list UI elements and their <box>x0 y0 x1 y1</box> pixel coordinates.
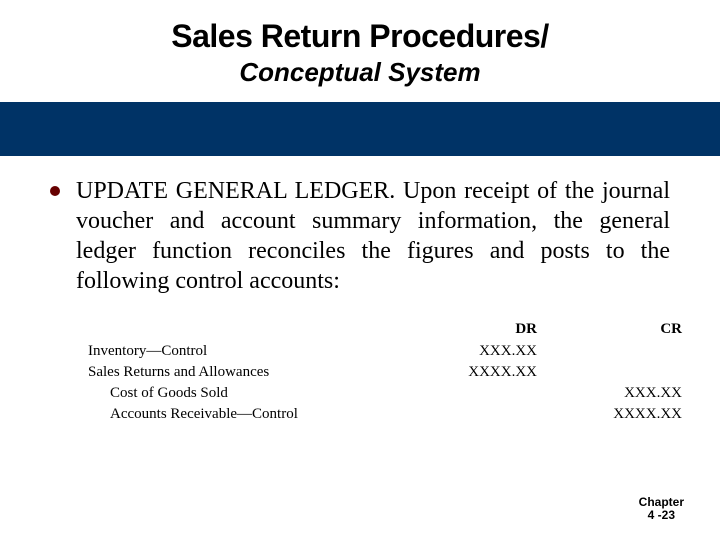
cell-account: Sales Returns and Allowances <box>80 362 400 383</box>
cell-account: Inventory—Control <box>80 341 400 362</box>
cell-cr: XXX.XX <box>545 383 690 404</box>
col-dr: DR <box>400 318 545 341</box>
cell-account: Cost of Goods Sold <box>80 383 400 404</box>
title-block: Sales Return Procedures/ Conceptual Syst… <box>0 0 720 88</box>
footer-line1: Chapter <box>639 496 684 509</box>
ledger-table: DR CR Inventory—Control XXX.XX Sales Ret… <box>80 318 690 425</box>
body-paragraph: UPDATE GENERAL LEDGER. Upon receipt of t… <box>76 176 670 296</box>
main-title: Sales Return Procedures/ <box>0 18 720 55</box>
cell-dr <box>400 383 545 404</box>
subtitle: Conceptual System <box>0 57 720 88</box>
cell-cr: XXXX.XX <box>545 404 690 425</box>
table-header-row: DR CR <box>80 318 690 341</box>
decorative-band <box>0 102 720 156</box>
table-row: Sales Returns and Allowances XXXX.XX <box>80 362 690 383</box>
content-area: UPDATE GENERAL LEDGER. Upon receipt of t… <box>0 156 720 425</box>
bullet-icon <box>50 186 60 196</box>
cell-account: Accounts Receivable—Control <box>80 404 400 425</box>
cell-cr <box>545 341 690 362</box>
table-row: Cost of Goods Sold XXX.XX <box>80 383 690 404</box>
col-account <box>80 318 400 341</box>
table-row: Accounts Receivable—Control XXXX.XX <box>80 404 690 425</box>
cell-dr <box>400 404 545 425</box>
bullet-item: UPDATE GENERAL LEDGER. Upon receipt of t… <box>50 176 670 296</box>
col-cr: CR <box>545 318 690 341</box>
footer-note: Chapter 4 -23 <box>639 496 684 522</box>
cell-dr: XXXX.XX <box>400 362 545 383</box>
table-row: Inventory—Control XXX.XX <box>80 341 690 362</box>
cell-dr: XXX.XX <box>400 341 545 362</box>
footer-line2: 4 -23 <box>639 509 684 522</box>
cell-cr <box>545 362 690 383</box>
